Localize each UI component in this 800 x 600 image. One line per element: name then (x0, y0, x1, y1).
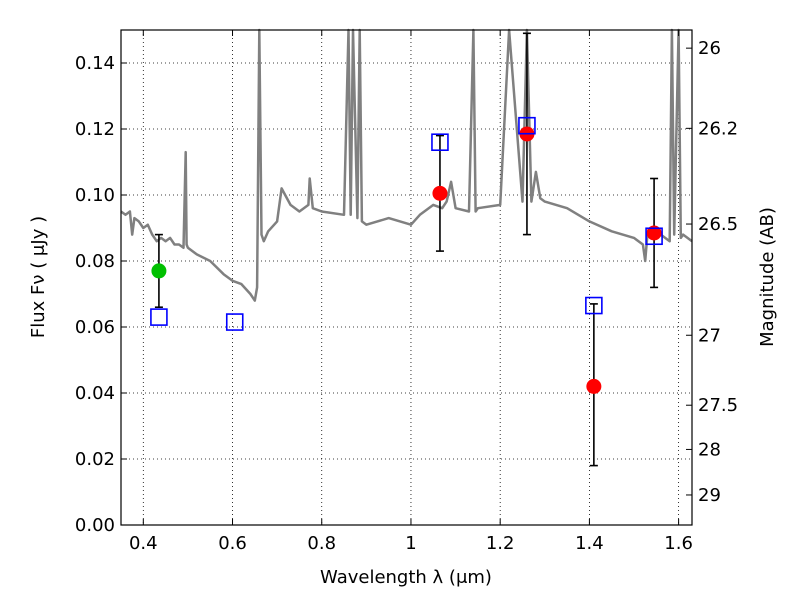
x-tick-label: 0.6 (218, 533, 247, 554)
y2-tick-label: 26.2 (698, 118, 738, 139)
model-square (645, 227, 663, 246)
y-tick-label: 0.02 (75, 449, 115, 470)
y2-tick-label: 26 (698, 38, 721, 59)
marks-layer (150, 32, 663, 467)
y-axis-label: Flux Fν ( μJy ) (28, 216, 49, 338)
x-tick-label: 1 (405, 533, 416, 554)
y-tick-label: 0.08 (75, 251, 115, 272)
red-data-point (432, 185, 448, 201)
green-data-point (151, 263, 167, 279)
y2-tick-label: 29 (698, 485, 721, 506)
y-tick-label: 0.14 (75, 53, 115, 74)
plot-frame (120, 29, 693, 526)
x-tick-label: 0.8 (307, 533, 336, 554)
model-square (150, 308, 168, 326)
x-tick-label: 1.4 (575, 533, 604, 554)
y-tick-label: 0.12 (75, 119, 115, 140)
y2-tick-label: 28 (698, 439, 721, 460)
grid-layer (121, 30, 692, 526)
y-tick-label: 0.00 (75, 515, 115, 536)
y-tick-label: 0.06 (75, 317, 115, 338)
y-tick-label: 0.10 (75, 185, 115, 206)
x-tick-label: 1.2 (486, 533, 515, 554)
model-square (518, 116, 536, 135)
spectrum-layer (120, 28, 693, 302)
y2-tick-label: 27.5 (698, 395, 738, 416)
y2-axis-label: Magnitude (AB) (757, 207, 778, 347)
y2-tick-label: 27 (698, 325, 721, 346)
model-square (431, 133, 449, 151)
model-square (225, 313, 244, 331)
spectrum-line (120, 28, 693, 302)
model-square (585, 296, 603, 315)
y2-tick-label: 26.5 (698, 214, 738, 235)
red-data-point (586, 378, 602, 394)
plot-background (121, 30, 692, 525)
y-tick-label: 0.04 (75, 383, 115, 404)
x-tick-label: 0.4 (129, 533, 158, 554)
x-axis-label: Wavelength λ (μm) (320, 567, 492, 588)
x-tick-label: 1.6 (664, 533, 693, 554)
red-data-point (646, 225, 662, 241)
ticks-layer: 0.4 0.6 0.8 1 1.2 1.4 1.6 0.00 0.02 0.04 0.06 0.08 0… (75, 30, 738, 554)
